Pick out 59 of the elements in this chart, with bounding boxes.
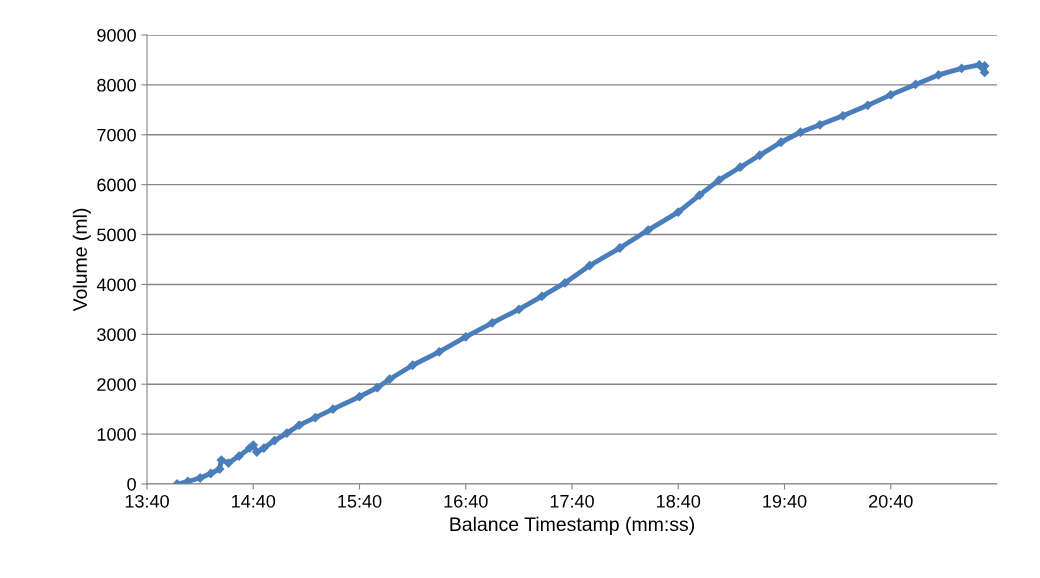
point bbox=[206, 468, 216, 479]
point bbox=[434, 347, 444, 357]
point bbox=[269, 435, 280, 446]
point bbox=[537, 291, 547, 302]
point bbox=[461, 332, 471, 342]
y-tick-label: 3000 bbox=[97, 328, 136, 342]
point bbox=[282, 428, 292, 438]
x-axis-title: Balance Timestamp (mm:ss) bbox=[450, 516, 694, 535]
x-tick-label: 15:40 bbox=[338, 494, 382, 508]
x-tick-label: 17:40 bbox=[550, 494, 594, 508]
y-tick-label: 8000 bbox=[97, 78, 136, 92]
point bbox=[354, 392, 365, 402]
point bbox=[259, 443, 269, 453]
y-axis-title: Volume (ml) bbox=[72, 208, 91, 312]
point bbox=[294, 420, 304, 430]
point bbox=[223, 458, 234, 468]
point bbox=[328, 404, 338, 414]
x-tick-label: 14:40 bbox=[232, 494, 276, 508]
point bbox=[408, 360, 418, 370]
y-tick-label: 5000 bbox=[97, 228, 136, 242]
point bbox=[643, 225, 653, 235]
point bbox=[933, 70, 944, 80]
y-tick-label: 4000 bbox=[96, 278, 136, 292]
point bbox=[560, 278, 570, 288]
y-tick-label: 9000 bbox=[97, 28, 136, 42]
y-tick-label: 2000 bbox=[97, 378, 136, 391]
point bbox=[384, 374, 395, 384]
point bbox=[372, 383, 382, 393]
point bbox=[776, 137, 786, 147]
point bbox=[252, 447, 262, 457]
point bbox=[195, 473, 205, 483]
y-tick-label: 7000 bbox=[97, 128, 136, 142]
point bbox=[755, 150, 765, 160]
x-tick-label: 13:40 bbox=[125, 494, 169, 508]
point bbox=[735, 162, 745, 172]
point bbox=[714, 175, 724, 185]
point bbox=[795, 127, 806, 137]
point bbox=[886, 90, 896, 100]
point bbox=[815, 120, 825, 130]
x-tick-label: 20:40 bbox=[869, 494, 913, 508]
point bbox=[214, 464, 225, 474]
y-tick-label: 6000 bbox=[97, 178, 136, 192]
point bbox=[183, 476, 193, 484]
x-tick-label: 19:40 bbox=[763, 494, 807, 508]
point bbox=[694, 190, 705, 200]
x-tick-label: 16:40 bbox=[444, 494, 488, 508]
point bbox=[673, 207, 683, 217]
point bbox=[910, 79, 921, 90]
point bbox=[585, 260, 595, 271]
point bbox=[514, 304, 524, 315]
point bbox=[615, 243, 625, 253]
y-tick-label: 0 bbox=[127, 477, 136, 491]
point bbox=[310, 413, 320, 423]
point bbox=[487, 318, 497, 328]
point bbox=[863, 100, 873, 110]
point bbox=[234, 451, 244, 461]
y-tick-label: 1000 bbox=[97, 428, 136, 441]
point bbox=[838, 111, 848, 121]
x-tick-label: 18:40 bbox=[657, 494, 701, 508]
